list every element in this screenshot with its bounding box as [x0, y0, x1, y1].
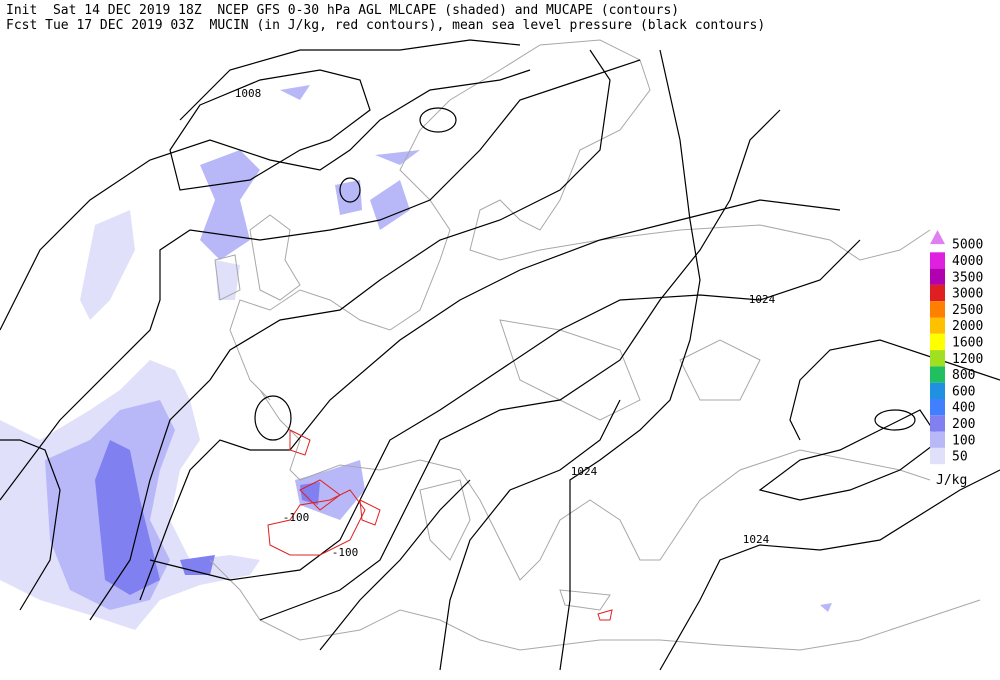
cape-area: [95, 440, 160, 595]
legend-swatch: [930, 333, 945, 351]
legend-swatch: [930, 366, 945, 383]
legend-swatch: [930, 252, 945, 269]
legend-label: 800: [952, 368, 975, 383]
cin-contours: [267, 429, 613, 621]
contour-label: -100: [332, 546, 359, 559]
legend-swatch: [930, 382, 945, 399]
legend-swatch: [930, 284, 945, 302]
legend-unit: J/kg: [936, 473, 967, 488]
cape-area: [820, 603, 832, 612]
cape-area: [80, 210, 135, 320]
contour-label: 1024: [743, 533, 770, 546]
legend-label: 3500: [952, 270, 983, 285]
legend-label: 50: [952, 450, 968, 465]
legend-label: 2500: [952, 303, 983, 318]
legend-label: 1200: [952, 352, 983, 367]
legend-label: 400: [952, 401, 975, 416]
legend-label: 600: [952, 384, 975, 399]
legend-label: 4000: [952, 254, 983, 269]
header-line: Init Sat 14 DEC 2019 18Z NCEP GFS 0-30 h…: [6, 3, 679, 18]
legend-swatch: [930, 399, 945, 416]
legend-label: 3000: [952, 287, 983, 302]
contour-label: 1008: [235, 87, 262, 100]
cape-area: [335, 180, 362, 215]
cape-area: [200, 150, 260, 260]
contour-label: 1024: [749, 293, 776, 306]
cape-shading: [0, 85, 832, 630]
legend-swatch: [930, 317, 945, 334]
isobars: [0, 39, 1000, 671]
legend-swatch: [930, 447, 945, 465]
coastlines: [209, 39, 981, 651]
legend-label: 2000: [952, 319, 983, 334]
legend-swatch: [930, 230, 945, 245]
cape-area: [215, 260, 240, 300]
cape-area: [370, 180, 410, 230]
contour-label: 1024: [571, 465, 598, 478]
contour-label: -100: [283, 511, 310, 524]
legend-swatch: [930, 301, 945, 318]
legend-label: 5000: [952, 238, 983, 253]
legend-label: 200: [952, 417, 975, 432]
cape-area: [375, 150, 420, 165]
legend-swatch: [930, 350, 945, 367]
legend-swatch: [930, 431, 945, 448]
legend-swatch: [930, 415, 945, 432]
legend-label: 1600: [952, 335, 983, 350]
legend-swatch: [930, 268, 945, 285]
legend-label: 100: [952, 433, 975, 448]
cape-area: [280, 85, 310, 100]
header-line: Fcst Tue 17 DEC 2019 03Z MUCIN (in J/kg,…: [6, 18, 765, 33]
